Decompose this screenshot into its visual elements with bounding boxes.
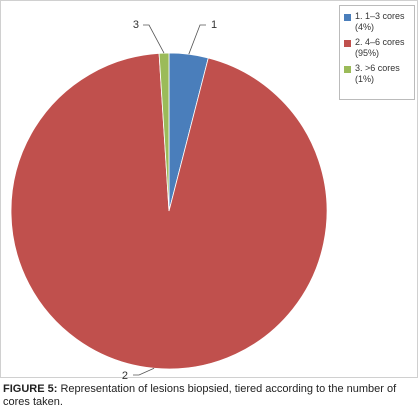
callout-label-1: 1 xyxy=(211,19,217,31)
legend-item-2: 2. 4–6 cores (95%) xyxy=(344,37,411,59)
callout-line-3 xyxy=(143,24,165,54)
figure-caption-label: FIGURE 5: xyxy=(3,383,58,395)
legend-item-3: 3. >6 cores (1%) xyxy=(344,63,411,85)
callout-line-1 xyxy=(188,24,206,55)
chart-legend: 1. 1–3 cores (4%) 2. 4–6 cores (95%) 3. … xyxy=(339,5,415,100)
pie-slice-2 xyxy=(10,52,328,370)
legend-label-3: 3. >6 cores xyxy=(355,63,400,73)
legend-item-1: 1. 1–3 cores (4%) xyxy=(344,11,411,33)
legend-percent-1: (4%) xyxy=(355,22,375,32)
callout-label-2: 2 xyxy=(122,370,128,379)
legend-percent-3: (1%) xyxy=(355,74,375,84)
legend-percent-2: (95%) xyxy=(355,48,380,58)
chart-area: 1 2 3 1. 1–3 cores (4%) 2. 4–6 cores (95%)… xyxy=(0,0,418,379)
figure-caption-text: Representation of lesions biopsied, tier… xyxy=(3,383,397,408)
figure-caption: FIGURE 5: Representation of lesions biop… xyxy=(3,383,417,409)
legend-swatch-2 xyxy=(344,40,351,47)
legend-swatch-3 xyxy=(344,66,351,73)
legend-label-1: 1. 1–3 cores xyxy=(355,11,405,21)
callout-line-2 xyxy=(133,367,155,376)
legend-swatch-1 xyxy=(344,14,351,21)
pie-chart: 1 2 3 xyxy=(10,19,328,379)
callout-label-3: 3 xyxy=(133,19,139,31)
legend-label-2: 2. 4–6 cores xyxy=(355,37,405,47)
